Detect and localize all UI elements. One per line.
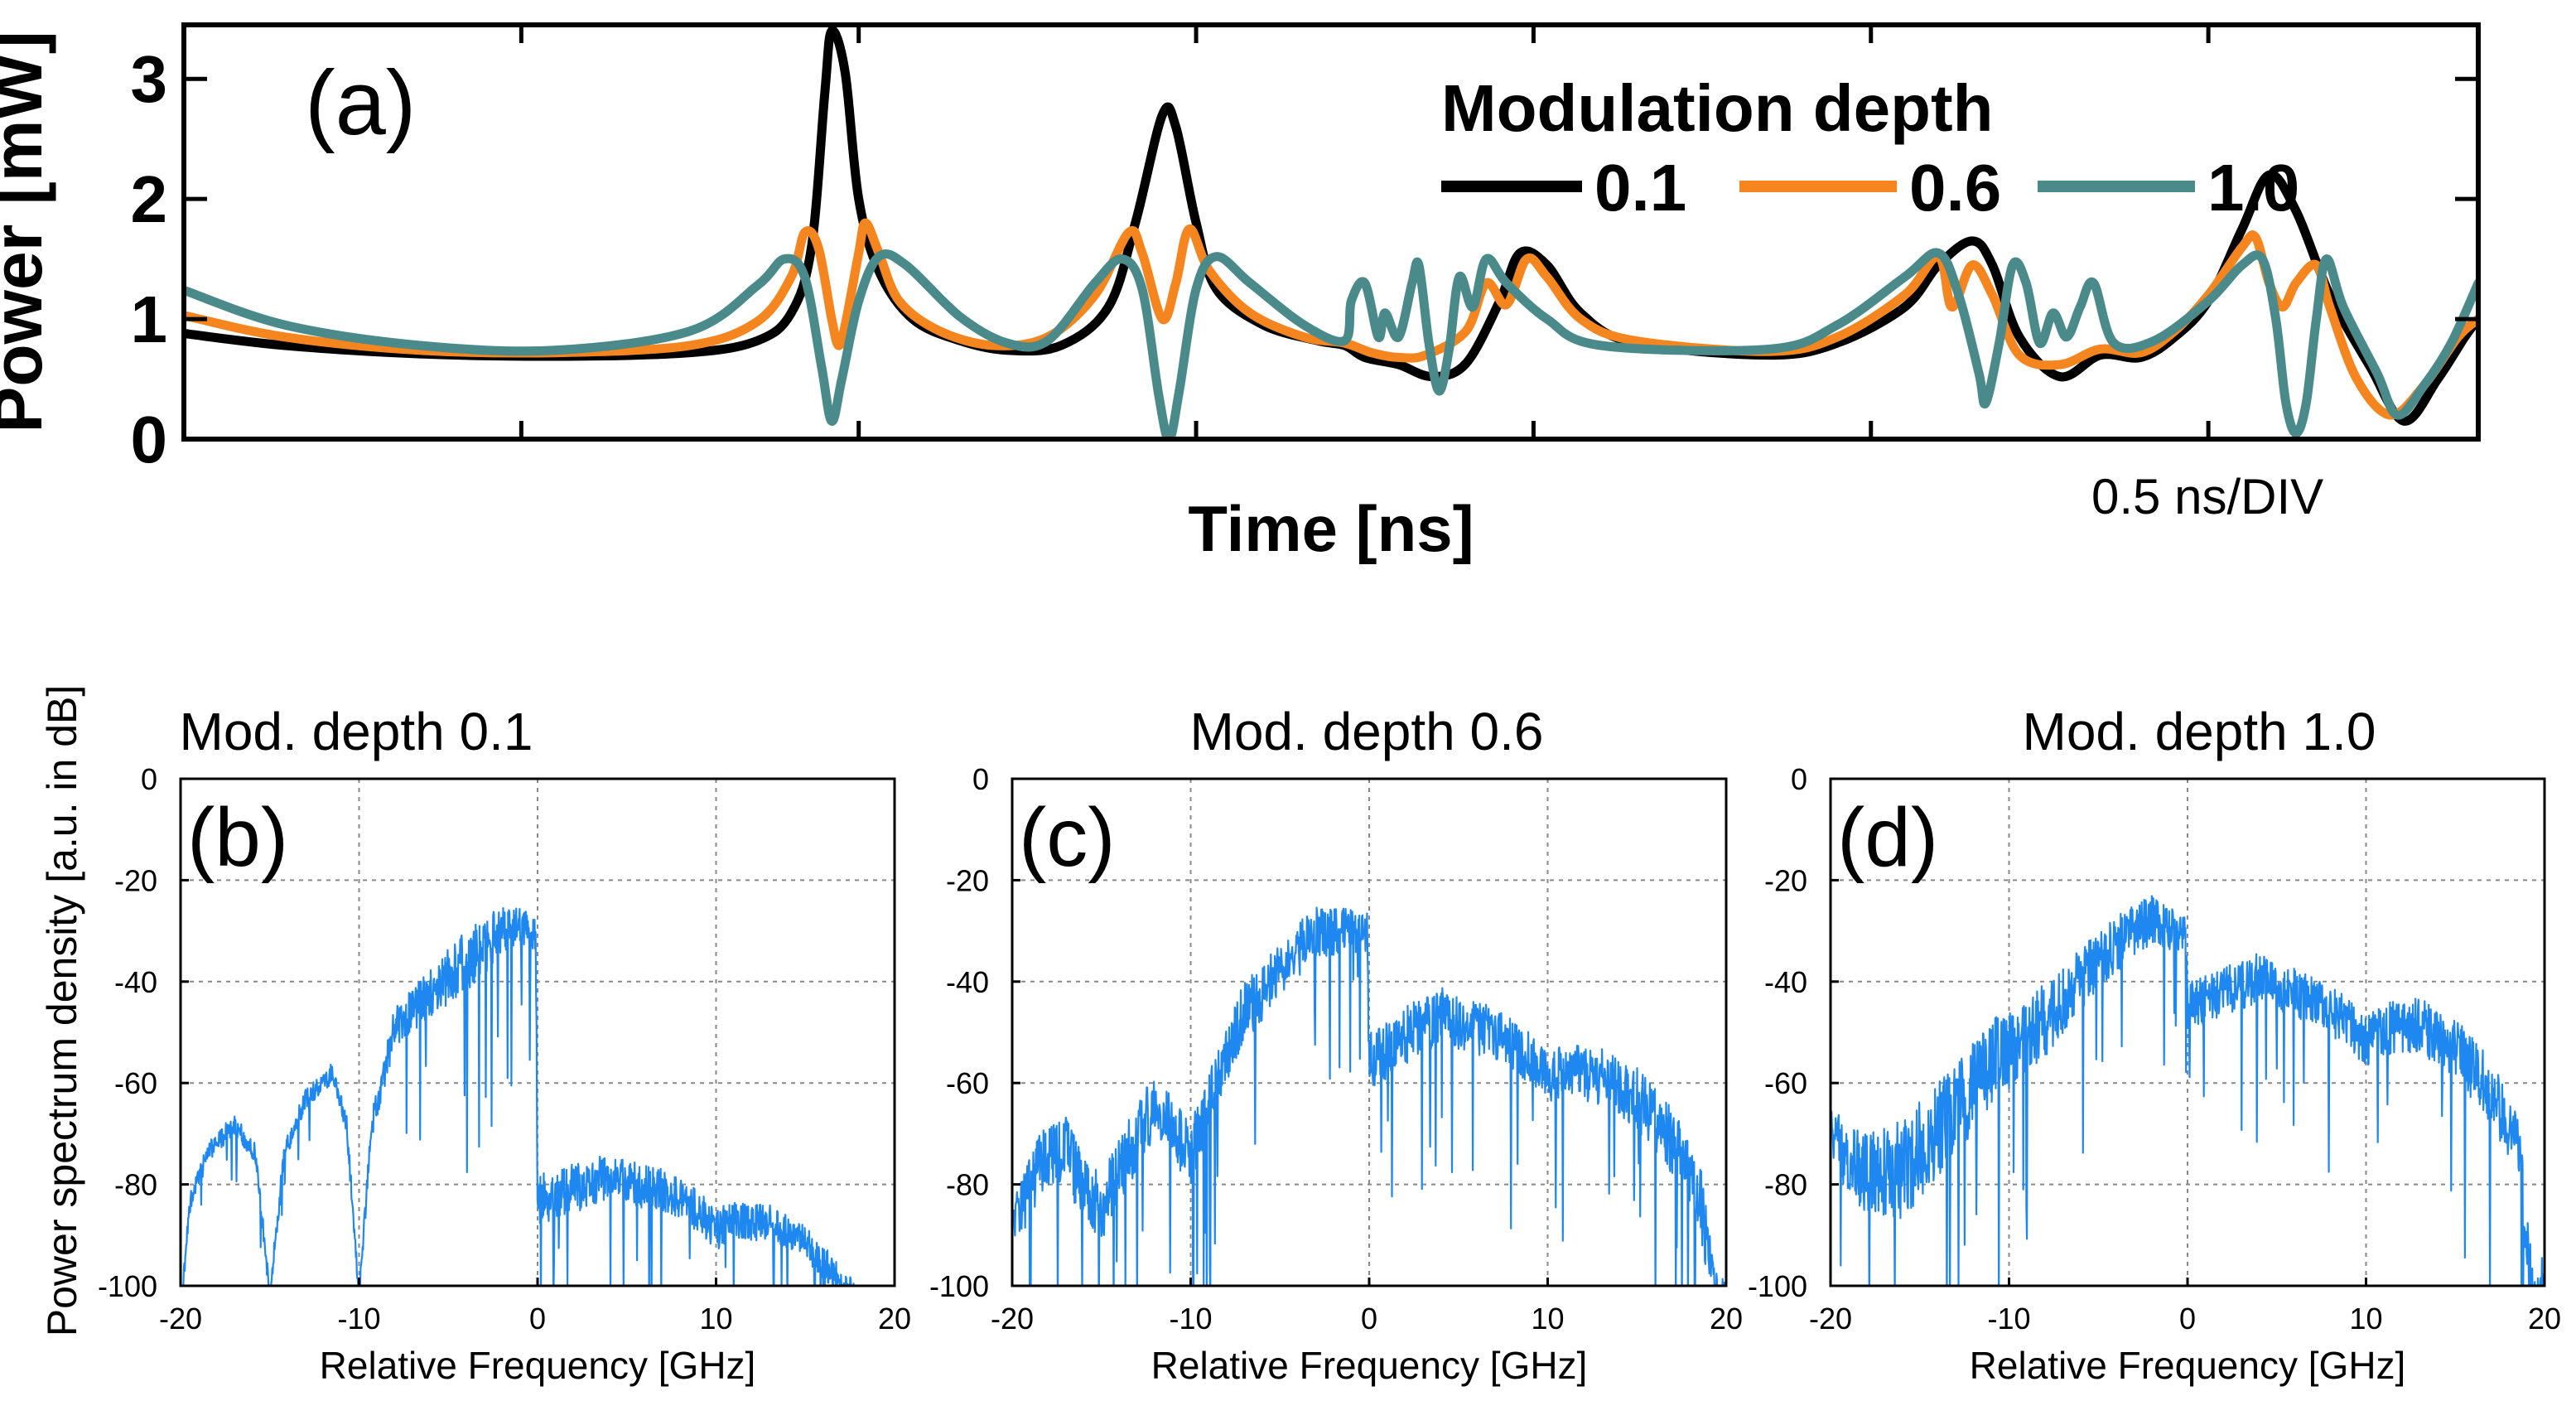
- panel-b-xlabel: Relative Frequency [GHz]: [320, 1344, 756, 1387]
- spectra-shared-ylabel: Power spectrum density [a.u. in dB]: [39, 685, 85, 1336]
- ytick-label: -60: [114, 1066, 157, 1100]
- spectrum-line: [182, 907, 855, 1286]
- panel-c-y-ticks: 0 -20 -40 -60 -80 -100: [929, 762, 1020, 1303]
- panel-a-ylabel: Power [mW]: [0, 31, 56, 432]
- a-ytick-label: 3: [131, 42, 168, 116]
- panel-d-xlabel: Relative Frequency [GHz]: [1970, 1344, 2406, 1387]
- xtick-label: -20: [159, 1302, 202, 1336]
- panel-b-title: Mod. depth 0.1: [180, 702, 533, 761]
- xtick-label: 0: [1361, 1302, 1377, 1336]
- ytick-label: -40: [946, 965, 989, 999]
- xtick-label: 10: [2349, 1302, 2382, 1336]
- xtick-label: 20: [2528, 1302, 2561, 1336]
- xtick-label: -20: [991, 1302, 1034, 1336]
- panel-a-time-trace: 0 1 2 3 Power [mW] Time [ns] 0.5 ns/DIV (a)…: [0, 22, 2481, 565]
- a-ytick-label: 1: [131, 283, 168, 356]
- ytick-label: -100: [1748, 1269, 1807, 1303]
- panel-a-x-ticks: [181, 25, 2211, 439]
- panel-a-series-group: [184, 26, 2478, 439]
- panel-d-label: (d): [1837, 791, 1938, 884]
- panel-c-title: Mod. depth 0.6: [1190, 702, 1544, 761]
- panel-c-label: (c): [1019, 791, 1116, 884]
- panel-d-title: Mod. depth 1.0: [2023, 702, 2376, 761]
- panel-a-xlabel: Time [ns]: [1188, 492, 1474, 565]
- xtick-label: 0: [2179, 1302, 2196, 1336]
- spectrum-line: [1013, 906, 1725, 1286]
- legend-label-0.1: 0.1: [1594, 151, 1686, 225]
- ytick-label: -20: [114, 863, 157, 897]
- xtick-label: 0: [529, 1302, 546, 1336]
- panel-b-y-ticks: 0 -20 -40 -60 -80 -100: [98, 762, 189, 1303]
- panel-c-xlabel: Relative Frequency [GHz]: [1151, 1344, 1588, 1387]
- panel-b-spectrum: Mod. depth 0.1 0-20-40-60-80-100 -20 -10 0…: [98, 702, 911, 1387]
- panel-b-x-ticks: -20 -10 0 10 20: [159, 1278, 911, 1336]
- series-line-1.0: [184, 248, 2478, 439]
- ytick-label: -60: [946, 1066, 989, 1100]
- xtick-label: 20: [1710, 1302, 1743, 1336]
- panel-b-label: (b): [187, 791, 288, 884]
- panel-d-y-ticks: 0 -20 -40 -60 -80 -100: [1748, 762, 1839, 1303]
- xtick-label: -20: [1809, 1302, 1852, 1336]
- xtick-label: -10: [1987, 1302, 2030, 1336]
- ytick-label: 0: [141, 762, 157, 796]
- ytick-label: -80: [946, 1168, 989, 1202]
- a-ytick-label: 2: [131, 162, 168, 236]
- legend-label-1.0: 1.0: [2207, 151, 2299, 225]
- panel-d-spectrum: Mod. depth 1.0 0-20-40-60-80-100 -20 -10 0…: [1748, 702, 2561, 1387]
- ytick-label: -100: [98, 1269, 157, 1303]
- a-ytick-label: 0: [131, 403, 168, 476]
- ytick-label: 0: [1791, 762, 1807, 796]
- panel-a-timescale-annotation: 0.5 ns/DIV: [2091, 469, 2323, 524]
- legend-title: Modulation depth: [1441, 71, 1994, 145]
- series-line-0.6: [184, 218, 2478, 420]
- ytick-label: -40: [1764, 965, 1807, 999]
- panel-a-label: (a): [305, 52, 416, 154]
- ytick-label: -100: [929, 1269, 989, 1303]
- legend-label-0.6: 0.6: [1909, 151, 2001, 225]
- ytick-label: -80: [114, 1168, 157, 1202]
- xtick-label: 10: [699, 1302, 732, 1336]
- panel-c-trace: [1013, 906, 1725, 1286]
- xtick-label: 20: [878, 1302, 911, 1336]
- panel-a-frame: [181, 22, 2481, 442]
- ytick-label: -40: [114, 965, 157, 999]
- panel-d-x-ticks: -20 -10 0 10 20: [1809, 1278, 2561, 1336]
- series-line-0.1: [184, 26, 2478, 426]
- panel-b-trace: [182, 907, 855, 1286]
- panel-a-legend: Modulation depth 0.1 0.6 1.0: [1441, 71, 2299, 225]
- ytick-label: -20: [1764, 863, 1807, 897]
- ytick-label: 0: [972, 762, 989, 796]
- ytick-label: -60: [1764, 1066, 1807, 1100]
- panel-c-spectrum: Mod. depth 0.6 0-20-40-60-80-100 -20 -10 0…: [929, 702, 1743, 1387]
- panel-d-trace: [1831, 895, 2545, 1286]
- xtick-label: -10: [1169, 1302, 1212, 1336]
- xtick-label: -10: [337, 1302, 380, 1336]
- ytick-label: -20: [946, 863, 989, 897]
- panel-a-y-ticks: 0 1 2 3: [131, 42, 2478, 476]
- ytick-label: -80: [1764, 1168, 1807, 1202]
- panel-c-x-ticks: -20 -10 0 10 20: [991, 1278, 1743, 1336]
- xtick-label: 10: [1531, 1302, 1564, 1336]
- spectrum-line: [1831, 895, 2545, 1286]
